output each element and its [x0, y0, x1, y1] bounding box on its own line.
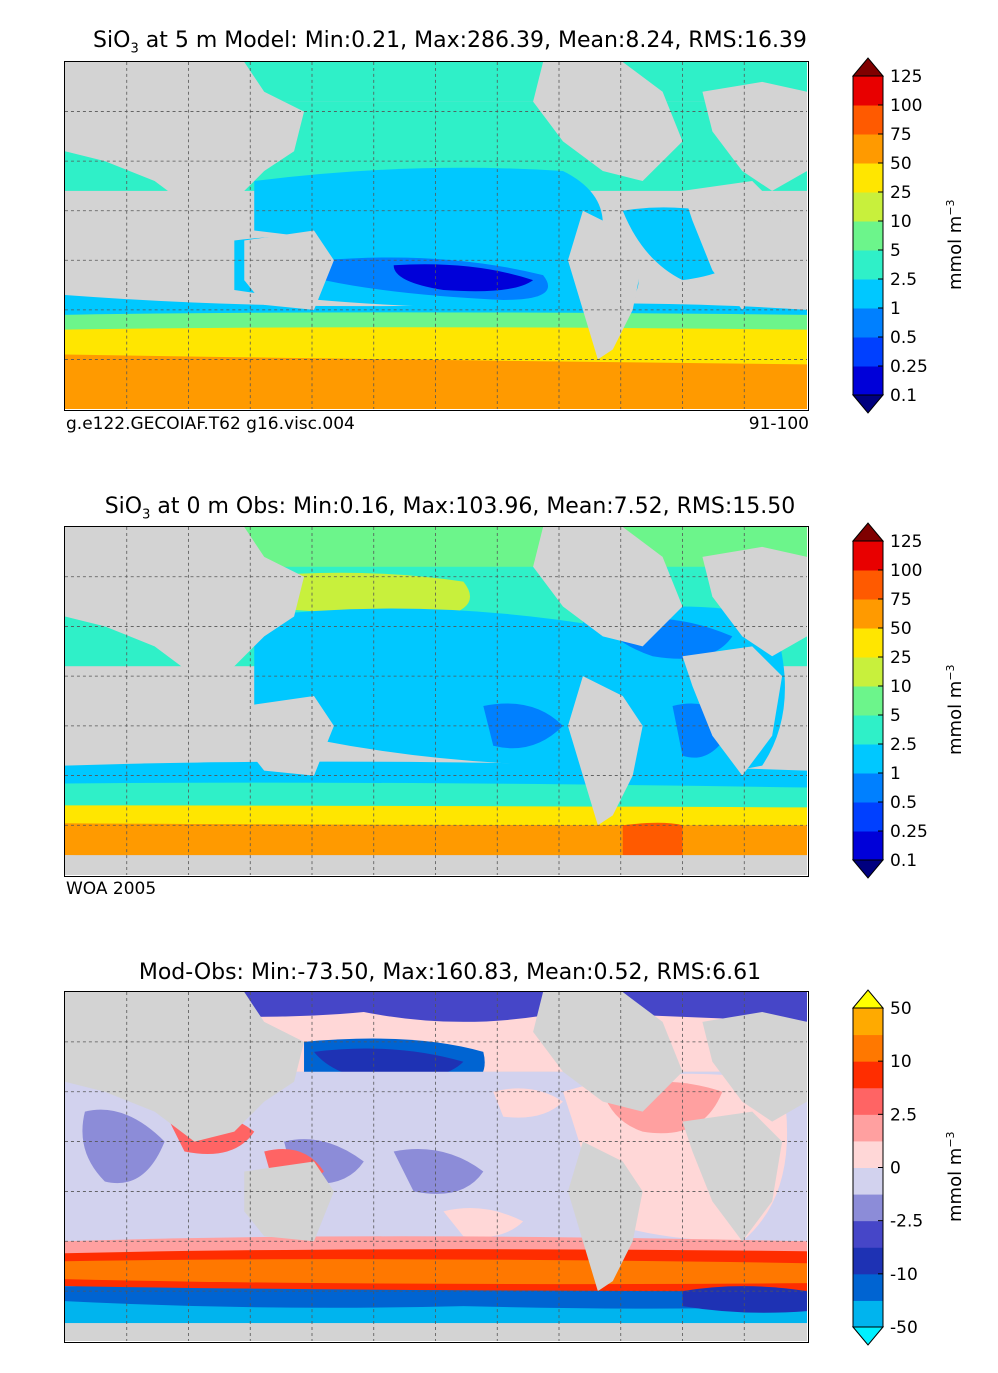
panel3-colorbar-segment [853, 1114, 883, 1142]
panel3-colorbar-extend-min [851, 1326, 885, 1346]
panel1-colorbar-tick-label: 5 [890, 241, 901, 261]
panel2-colorbar-tick-label: 10 [890, 677, 912, 697]
panel2-colorbar-extend-max [851, 522, 885, 542]
panel3-colorbar-segment [853, 1140, 883, 1168]
panel2-colorbar-tick-label: 50 [890, 619, 912, 639]
panel1-colorbar: 0.1 0.25 0.5 1 2.5 5 10 25 50 75 100 125 [851, 57, 928, 414]
panel3-units: mmol m−3 [944, 1131, 966, 1222]
panel2-colorbar-extend-min [851, 859, 885, 879]
panel1-colorbar-tick-label: 125 [890, 67, 922, 87]
panel2-colorbar-segment [853, 570, 883, 600]
panel1-colorbar-segment [853, 221, 883, 251]
panel1-colorbar-segment [853, 105, 883, 135]
panel2-colorbar-segment [853, 773, 883, 803]
panel2-colorbar-frame [852, 540, 884, 861]
panel2-colorbar-segment [853, 628, 883, 658]
panel1-colorbar-tick-label: 0.1 [890, 386, 917, 406]
panel2-colorbar-tick-label: 0.25 [890, 822, 928, 842]
panel2-colorbar-segment [853, 599, 883, 629]
panel3-colorbar-tick-label: 2.5 [890, 1105, 917, 1125]
panel2-map [64, 526, 809, 877]
panel3-colorbar-tick-label: 0 [890, 1159, 901, 1179]
panel3-colorbar-segment [853, 1220, 883, 1248]
panel2-note-left: WOA 2005 [66, 879, 157, 899]
panel3-colorbar-segment [853, 1008, 883, 1036]
panel3-colorbar-tick-label: 10 [890, 1052, 912, 1072]
panel2-colorbar-segment [853, 715, 883, 745]
panel3-title: Mod-Obs: Min:-73.50, Max:160.83, Mean:0.… [138, 960, 762, 985]
panel2-colorbar-segment [853, 744, 883, 774]
panel3-colorbar-tick-label: 50 [890, 999, 912, 1019]
panel1-colorbar-segment [853, 337, 883, 367]
panel1-colorbar-tick-label: 0.25 [890, 357, 928, 377]
panel2-colorbar-segment [853, 831, 883, 861]
panel2-colorbar-tick-label: 2.5 [890, 735, 917, 755]
panel1-colorbar-segment [853, 366, 883, 396]
panel3-colorbar: -50 -10 -2.5 0 2.5 10 50 [851, 989, 923, 1346]
panel1-colorbar-segment [853, 76, 883, 106]
panel1-colorbar-tick-label: 75 [890, 125, 912, 145]
panel3-colorbar-tick-label: -50 [890, 1318, 918, 1338]
panel3-colorbar-segment [853, 1087, 883, 1115]
panel1-colorbar-tick-label: 1 [890, 299, 901, 319]
panel2-title: SiO3 at 0 m Obs: Min:0.16, Max:103.96, M… [104, 494, 796, 523]
panel2-colorbar-tick-label: 125 [890, 532, 922, 552]
panel3-colorbar-segment [853, 1167, 883, 1195]
panel3-map [64, 991, 809, 1343]
panel1-note-left: g.e122.GECOIAF.T62 g16.visc.004 [66, 414, 355, 434]
panel1-colorbar-segment [853, 279, 883, 309]
panel1-colorbar-segment [853, 250, 883, 280]
panel2-colorbar-tick-label: 25 [890, 648, 912, 668]
panel1-colorbar-tick-label: 0.5 [890, 328, 917, 348]
panel1-colorbar-segment [853, 134, 883, 164]
panel3-colorbar-segment [853, 1034, 883, 1062]
panel2-colorbar-segment [853, 541, 883, 571]
panel3-colorbar-segment [853, 1194, 883, 1222]
panel1-colorbar-segment [853, 192, 883, 222]
panel3-colorbar-tick-label: -2.5 [890, 1212, 923, 1232]
panel2-colorbar-tick-label: 5 [890, 706, 901, 726]
panel1-colorbar-frame [852, 75, 884, 396]
panel1-colorbar-tick-label: 2.5 [890, 270, 917, 290]
panel3-colorbar-segment [853, 1273, 883, 1301]
panel1-colorbar-tick-label: 10 [890, 212, 912, 232]
panel1-colorbar-extend-max [851, 57, 885, 77]
panel2-colorbar-tick-label: 1 [890, 764, 901, 784]
panel1-colorbar-tick-label: 100 [890, 96, 922, 116]
panel3-colorbar-extend-max [851, 989, 885, 1009]
panel2-colorbar: 0.1 0.25 0.5 1 2.5 5 10 25 50 75 100 125 [851, 522, 928, 879]
panel2-colorbar-tick-label: 0.5 [890, 793, 917, 813]
panel2-units: mmol m−3 [944, 664, 966, 755]
panel2-colorbar-tick-label: 0.1 [890, 851, 917, 871]
panel2-colorbar-tick-label: 75 [890, 590, 912, 610]
panel2-colorbar-segment [853, 657, 883, 687]
panel1-colorbar-segment [853, 308, 883, 338]
panel1-colorbar-tick-label: 25 [890, 183, 912, 203]
panel1-title: SiO3 at 5 m Model: Min:0.21, Max:286.39,… [93, 28, 807, 57]
panel2-colorbar-segment [853, 686, 883, 716]
panel3-colorbar-segment [853, 1247, 883, 1275]
panel1-colorbar-segment [853, 163, 883, 193]
panel1-units: mmol m−3 [944, 199, 966, 290]
panel1-note-right: 91-100 [748, 414, 809, 434]
panel3-colorbar-segment [853, 1300, 883, 1328]
panel2-colorbar-tick-label: 100 [890, 561, 922, 581]
panel1-map [64, 61, 809, 411]
panel3-colorbar-segment [853, 1061, 883, 1089]
panel1-colorbar-tick-label: 50 [890, 154, 912, 174]
panel1-colorbar-extend-min [851, 394, 885, 414]
panel2-colorbar-segment [853, 802, 883, 832]
panel3-colorbar-tick-label: -10 [890, 1265, 918, 1285]
